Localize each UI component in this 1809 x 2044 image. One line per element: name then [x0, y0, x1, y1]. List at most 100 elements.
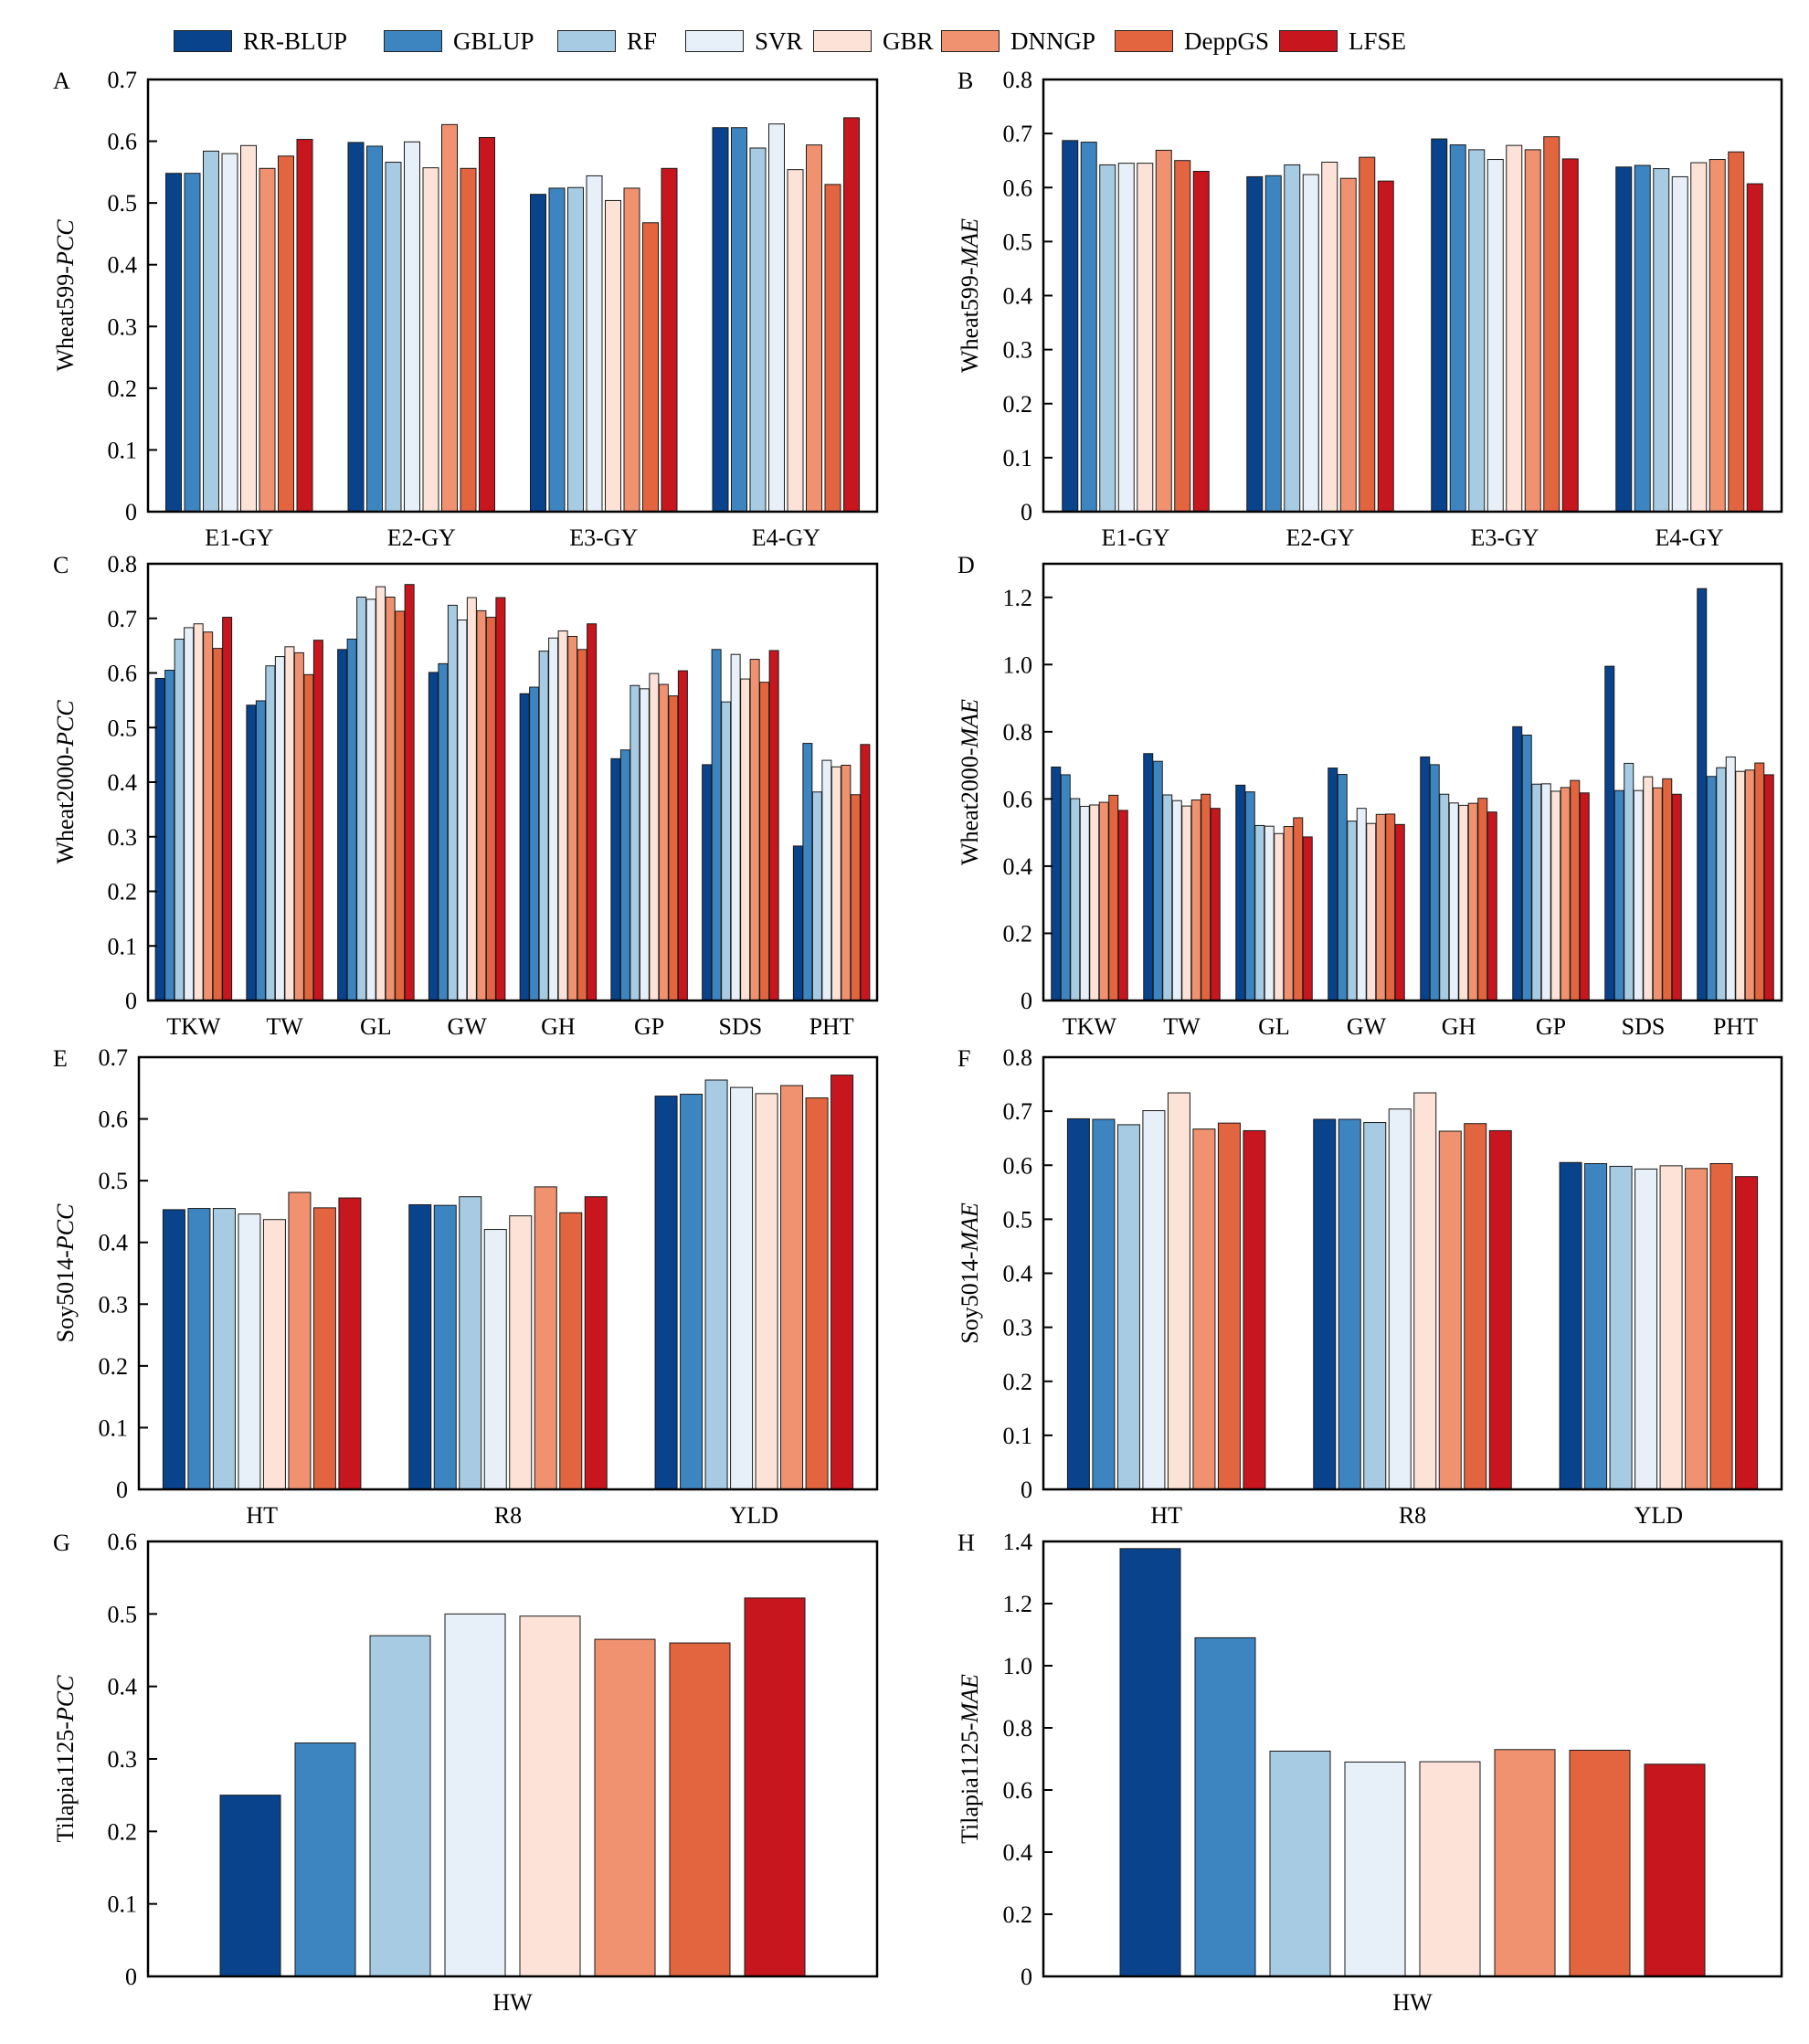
bar-gblup-e2-gy: [1264, 175, 1282, 513]
bar-gbr-e2-gy: [1321, 161, 1338, 513]
bar-rr-blup-e4-gy: [1615, 166, 1633, 513]
bar-svr-gw: [1356, 808, 1367, 1001]
chart-svg-d: D TKW TW GL GW GH GP SDS PHT 0 0.2 0.4 0.6 0.8 1.0 1.2 W…: [957, 552, 1783, 1040]
panel-h-tilapia1125-mae: H HW 0 0.2 0.4 0.6 0.8 1.0 1.2 1.4 Tilapia1125-MAE: [904, 1526, 1809, 2044]
bar-lfse-ht: [338, 1197, 362, 1490]
y-tick-label: 0.2: [1003, 1369, 1033, 1395]
x-tick-label: HT: [1150, 1502, 1182, 1529]
legend-label: SVR: [755, 26, 803, 55]
bar-rr-blup-pht: [792, 845, 803, 1001]
bar-gblup-sds: [1613, 789, 1624, 1001]
y-tick-label: 0.4: [108, 769, 138, 796]
bar-deppgs-e4-gy: [824, 184, 841, 513]
bar-rf-yld: [1609, 1165, 1633, 1490]
bar-lfse-tkw: [1117, 810, 1128, 1001]
y-tick-label: 0.8: [1003, 1715, 1033, 1742]
bar-gbr-e4-gy: [1690, 162, 1708, 513]
bar-rr-blup-gp: [610, 757, 621, 1001]
bar-svr-tw: [274, 656, 285, 1001]
bar-lfse-gl: [1302, 836, 1313, 1001]
bar-dnngp-yld: [1685, 1168, 1708, 1490]
y-tick-label: 0.3: [108, 1746, 138, 1773]
bar-gblup-gl: [346, 638, 357, 1001]
x-tick-label: R8: [494, 1502, 522, 1529]
panel-label: F: [957, 1045, 970, 1072]
y-axis-title: Tilapia1125-PCC: [52, 1675, 79, 1843]
y-tick-label: 0.2: [108, 879, 138, 906]
legend-swatch-deppgs: [1115, 30, 1173, 52]
y-axis-title-prefix: Wheat2000-: [52, 747, 79, 864]
plot-frame: [1042, 1540, 1783, 1978]
bar-svr-sds: [730, 653, 741, 1001]
x-tick-label: GW: [1347, 1013, 1387, 1040]
bar-lfse-pht: [860, 744, 871, 1001]
bar-svr-r8: [483, 1229, 507, 1490]
panel-label: C: [53, 552, 69, 578]
bar-gblup-yld: [1584, 1162, 1608, 1490]
x-tick-label: HT: [246, 1502, 278, 1529]
x-tick-label: YLD: [1634, 1502, 1683, 1529]
chart-svg-c: C TKW TW GL GW GH GP SDS PHT 0 0.1 0.2 0.3 0.4 0.5 0.6 0…: [52, 551, 879, 1040]
bar-gbr-e1-gy: [1137, 163, 1154, 513]
bar-svr-e2-gy: [1302, 174, 1319, 513]
bar-rr-blup-e4-gy: [712, 127, 729, 513]
bar-rf-yld: [704, 1079, 728, 1490]
y-tick-label: 0.6: [108, 661, 138, 687]
chart-svg-b: B E1-GY E2-GY E3-GY E4-GY 0 0.1 0.2 0.3 0.4 0.5 0.6…: [957, 67, 1783, 551]
bar-gbr-e2-gy: [422, 167, 439, 513]
bar-lfse-gh: [1486, 811, 1497, 1001]
bar-lfse-e3-gy: [661, 167, 678, 513]
bar-rf-gp: [629, 684, 640, 1001]
bar-rf-gh: [538, 651, 549, 1001]
y-tick-label: 0.2: [1003, 920, 1033, 947]
panel-label: E: [53, 1045, 68, 1072]
bar-gblup-hw: [1194, 1636, 1256, 1977]
x-tick-label: E3-GY: [569, 524, 638, 551]
bar-rr-blup-r8: [408, 1204, 432, 1490]
panel-c-wheat2000-pcc: C TKW TW GL GW GH GP SDS PHT 0 0.1 0.2 0.3 0.4 0.5 0.6 0…: [0, 551, 904, 1046]
y-tick-label: 1.0: [1003, 651, 1033, 678]
y-tick-label: 0: [125, 1964, 137, 1990]
y-tick-label: 0.6: [1003, 1152, 1033, 1179]
bar-rf-tw: [265, 665, 276, 1001]
y-tick-label: 0.5: [108, 190, 138, 217]
y-tick-label: 0.6: [1003, 1777, 1033, 1804]
bar-gblup-tw: [255, 700, 266, 1001]
bar-dnngp-hw: [1494, 1749, 1556, 1977]
bar-gbr-tkw: [193, 623, 204, 1001]
bar-deppgs-e1-gy: [278, 155, 294, 513]
bar-rr-blup-hw: [219, 1795, 281, 1977]
bar-rr-blup-sds: [702, 764, 713, 1001]
bar-gbr-yld: [755, 1093, 778, 1490]
y-tick-label: 1.2: [1003, 1591, 1033, 1617]
chart-svg-e: E HT R8 YLD 0 0.1 0.2 0.3 0.4 0.5 0.6 0.7 Soy5014-PC…: [52, 1044, 879, 1529]
bar-deppgs-tkw: [212, 648, 223, 1001]
y-tick-label: 0.1: [108, 933, 138, 959]
legend-swatch-lfse: [1279, 30, 1338, 52]
bar-gblup-r8: [433, 1204, 457, 1490]
bar-dnngp-gp: [658, 683, 669, 1001]
bar-gblup-e1-gy: [184, 173, 201, 513]
bar-lfse-tw: [1210, 808, 1221, 1001]
y-tick-label: 0.3: [99, 1291, 129, 1318]
x-tick-label: GH: [1442, 1013, 1476, 1040]
bar-rr-blup-gw: [428, 672, 439, 1001]
bar-svr-ht: [1142, 1110, 1166, 1490]
bar-lfse-yld: [1735, 1176, 1759, 1490]
bar-svr-tkw: [1079, 805, 1090, 1001]
bar-deppgs-ht: [1217, 1122, 1241, 1490]
legend-label: RF: [627, 26, 658, 55]
y-tick-label: 0: [1021, 1477, 1032, 1503]
y-tick-label: 0: [116, 1477, 128, 1503]
y-tick-label: 0.5: [1003, 228, 1033, 255]
bar-svr-ht: [238, 1213, 261, 1490]
chart-svg-h: H HW 0 0.2 0.4 0.6 0.8 1.0 1.2 1.4 Tilapia1125-MAE: [957, 1529, 1783, 2016]
bar-rr-blup-ht: [162, 1209, 185, 1490]
bar-rf-gw: [447, 604, 458, 1001]
bar-gblup-gp: [619, 749, 630, 1001]
y-tick-label: 0.7: [1003, 1098, 1033, 1125]
y-axis-title: Wheat599-PCC: [52, 219, 79, 372]
bar-deppgs-gl: [395, 610, 406, 1001]
bar-dnngp-e4-gy: [1708, 159, 1726, 513]
bar-dnngp-tw: [293, 651, 304, 1001]
